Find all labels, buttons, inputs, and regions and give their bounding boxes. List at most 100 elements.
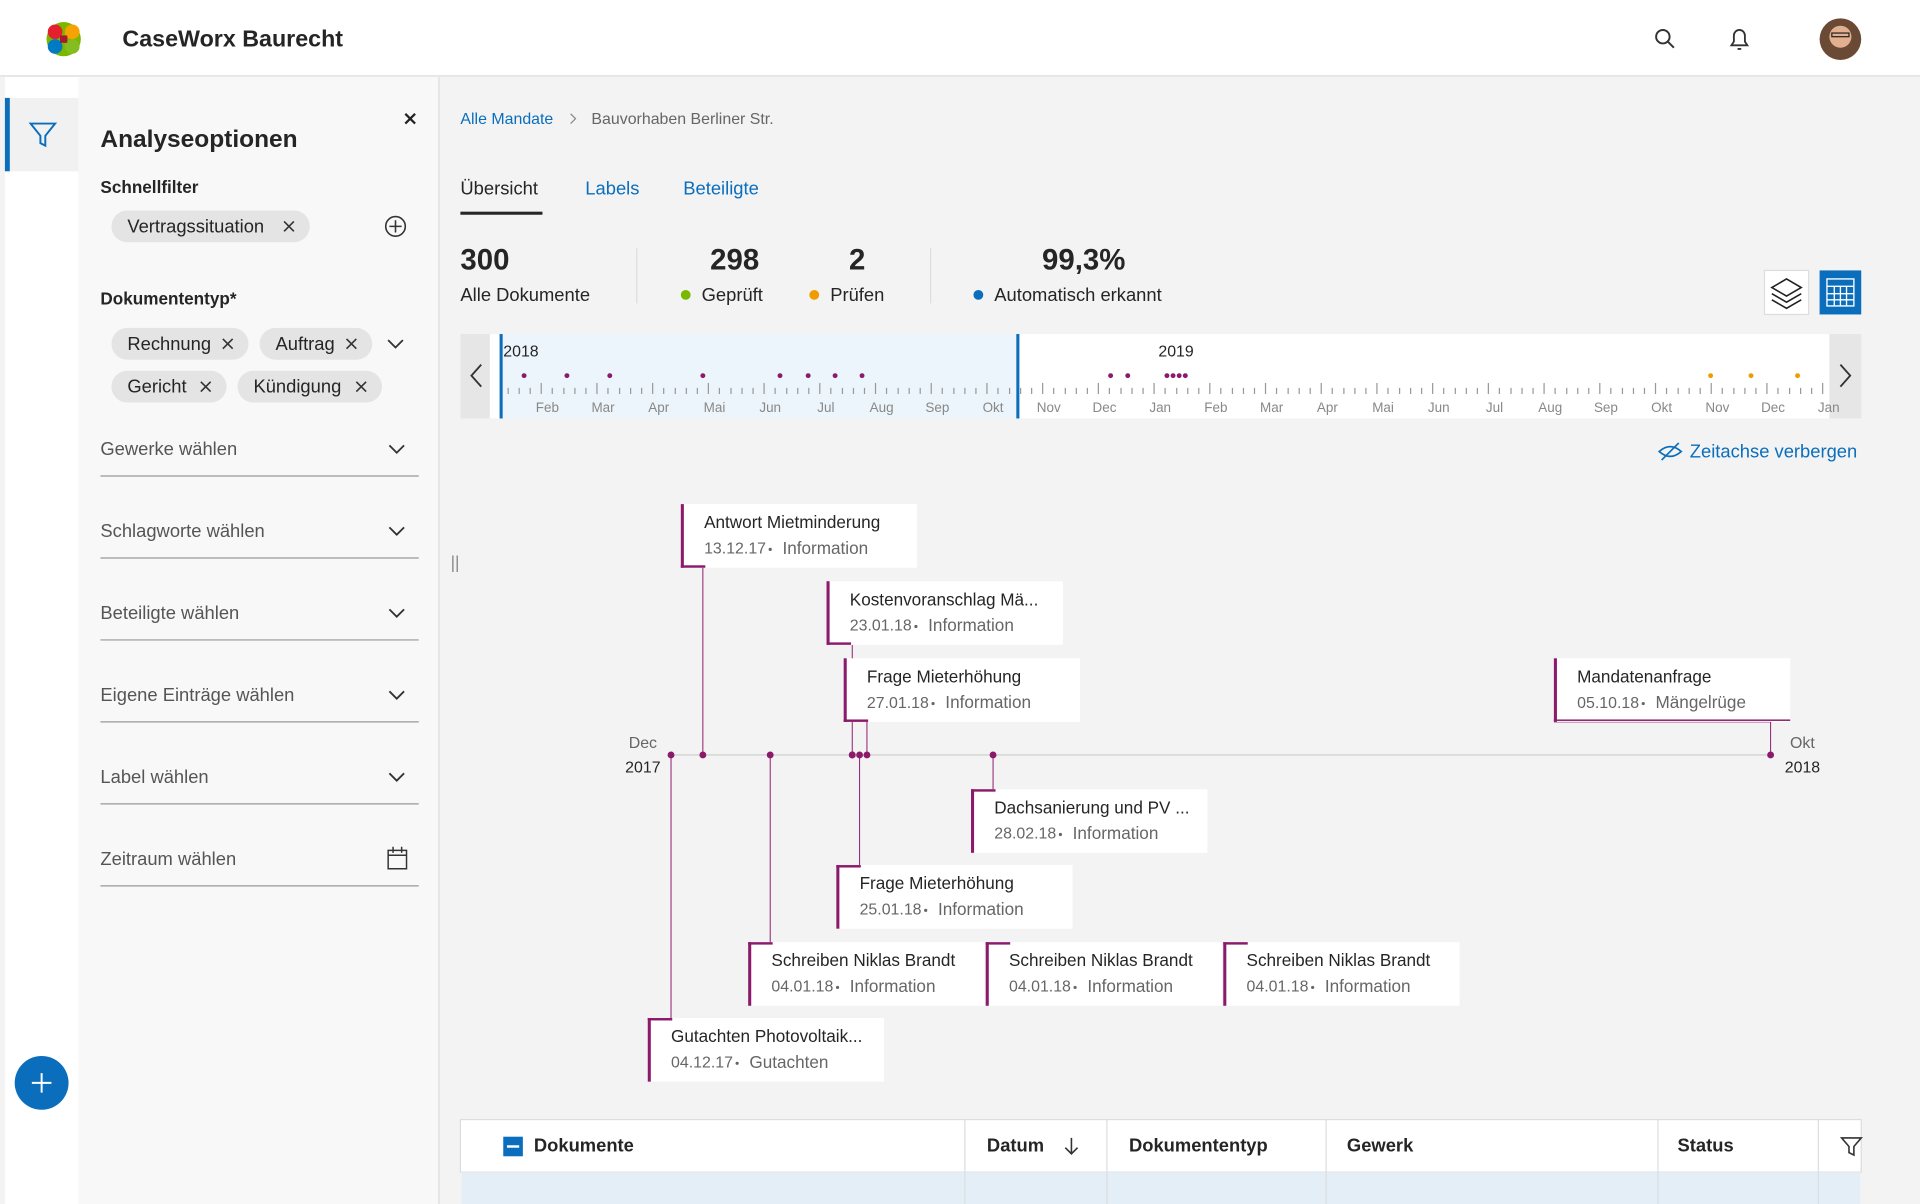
column-header[interactable]: Gewerk: [1347, 1134, 1414, 1155]
navigator-month: Feb: [536, 400, 559, 415]
calendar-icon[interactable]: [387, 846, 408, 870]
select-placeholder[interactable]: Label wählen: [100, 766, 208, 787]
navigator-month: Okt: [1651, 400, 1672, 415]
event-date: 04.12.17: [671, 1054, 733, 1071]
event-dot: [848, 751, 856, 759]
event-card[interactable]: [971, 789, 1208, 853]
select-placeholder[interactable]: Gewerke wählen: [100, 438, 237, 459]
notifications-button[interactable]: [1729, 29, 1750, 50]
event-card[interactable]: [680, 504, 918, 568]
filter-chip[interactable]: [259, 327, 373, 360]
user-avatar[interactable]: [1819, 18, 1862, 60]
add-icon: [31, 1073, 52, 1093]
sidebar-title: Analyseoptionen: [100, 126, 297, 153]
stat-label: Geprüft: [702, 284, 763, 305]
column-header[interactable]: Dokumententyp: [1129, 1134, 1268, 1155]
event-date: 04.01.18: [1247, 979, 1309, 996]
event-card[interactable]: [985, 942, 1223, 1006]
select-placeholder[interactable]: Schlagworte wählen: [100, 520, 264, 541]
select-placeholder[interactable]: Zeitraum wählen: [100, 848, 236, 869]
event-accent: [971, 789, 975, 853]
filter-chip[interactable]: [111, 210, 310, 243]
breadcrumb-link[interactable]: Alle Mandate: [460, 111, 553, 128]
column-header[interactable]: Dokumente: [534, 1134, 634, 1155]
navigator-dot: [1108, 373, 1114, 379]
navigator-selection[interactable]: [500, 334, 1019, 419]
remove-icon[interactable]: [345, 338, 357, 350]
event-type: Information: [782, 538, 868, 558]
event-accent: [647, 1018, 651, 1082]
meta-separator: [835, 985, 840, 990]
navigator-year: 2018: [503, 344, 539, 361]
navigator-dot: [1176, 373, 1182, 379]
selection-handle[interactable]: [499, 334, 503, 419]
event-accent: [836, 865, 840, 929]
navigator-dot: [1164, 373, 1170, 379]
event-card[interactable]: [1553, 658, 1791, 722]
selection-handle[interactable]: [1016, 334, 1020, 419]
chevron[interactable]: [388, 608, 405, 618]
event-accent: [985, 942, 989, 1006]
remove-icon[interactable]: [355, 381, 367, 393]
meta-separator: [914, 624, 918, 629]
remove-icon[interactable]: [222, 338, 234, 350]
left-rail: [4, 77, 79, 1204]
add-filter[interactable]: [384, 215, 407, 237]
chip-label: Auftrag: [276, 333, 335, 354]
navigator-prev[interactable]: [470, 364, 482, 388]
navigator-next[interactable]: [1839, 364, 1852, 388]
table-filter[interactable]: [1839, 1137, 1863, 1157]
chevron[interactable]: [388, 772, 405, 782]
column-header[interactable]: Status: [1678, 1134, 1734, 1155]
event-type: Information: [850, 976, 936, 996]
event-card[interactable]: [748, 942, 985, 1006]
tab[interactable]: Beteiligte: [683, 178, 759, 199]
status-dot: [809, 289, 820, 300]
event-card[interactable]: [1223, 942, 1460, 1006]
layers-button[interactable]: [1763, 269, 1810, 316]
filter-chip[interactable]: [111, 327, 249, 360]
navigator-month: Apr: [1317, 400, 1338, 415]
event-title: Kostenvoranschlag Mä...: [850, 589, 1039, 609]
chevron[interactable]: [388, 526, 405, 537]
top-bar: [0, 0, 1920, 76]
event-date: 05.10.18: [1577, 695, 1639, 712]
close-sidebar[interactable]: [404, 113, 416, 125]
search-button[interactable]: [1655, 28, 1675, 49]
event-card[interactable]: [836, 865, 1073, 929]
filter-rail-item[interactable]: [4, 97, 79, 172]
hide-icon[interactable]: [1657, 442, 1683, 461]
tab[interactable]: Übersicht: [460, 178, 538, 199]
event-card[interactable]: [826, 581, 1063, 645]
sort-icon[interactable]: [1064, 1137, 1079, 1155]
layers-icon: [1770, 278, 1803, 310]
remove-icon[interactable]: [200, 381, 212, 393]
event-accent-base: [971, 789, 996, 792]
select-placeholder[interactable]: Eigene Einträge wählen: [100, 684, 294, 705]
navigator-month: Mai: [704, 400, 726, 415]
remove-icon[interactable]: [283, 220, 295, 232]
hide-timeline-link[interactable]: Zeitachse verbergen: [1690, 441, 1857, 462]
resize-handle[interactable]: ||: [451, 553, 460, 573]
filter-chip[interactable]: [237, 370, 383, 403]
grid-icon: [1826, 278, 1855, 307]
select-placeholder[interactable]: Beteiligte wählen: [100, 602, 239, 623]
tab[interactable]: Labels: [585, 178, 639, 199]
stat-value: 99,3%: [1042, 244, 1125, 277]
stat-value: 2: [849, 244, 865, 277]
event-card[interactable]: [647, 1018, 885, 1082]
column-header[interactable]: Datum: [987, 1134, 1044, 1155]
navigator-month: Dec: [1761, 400, 1785, 415]
navigator-dot: [1795, 373, 1800, 379]
navigator-month: Jul: [817, 400, 834, 415]
event-title: Frage Mieterhöhung: [867, 666, 1021, 686]
navigator-dot: [564, 373, 570, 379]
event-card[interactable]: [843, 658, 1080, 722]
chevron[interactable]: [388, 444, 405, 455]
event-accent: [826, 581, 830, 645]
active-indicator: [4, 97, 10, 172]
chevron[interactable]: [388, 690, 405, 700]
expand-chevron[interactable]: [387, 339, 404, 349]
filter-chip[interactable]: [111, 370, 227, 403]
